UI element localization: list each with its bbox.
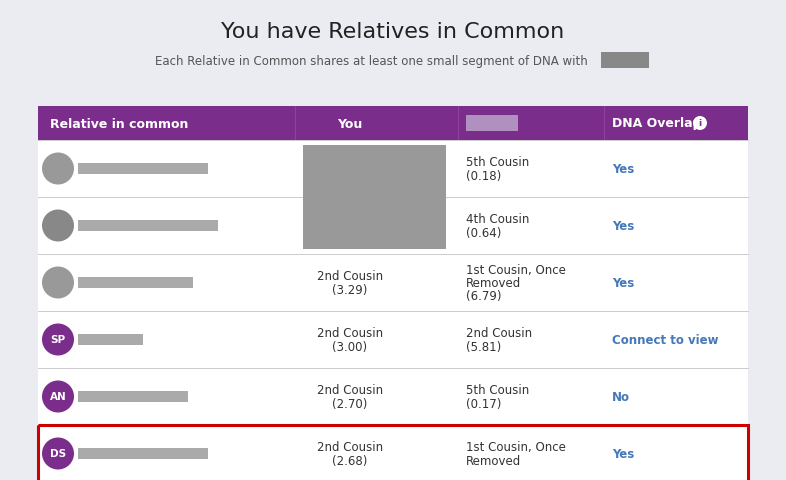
Circle shape bbox=[42, 210, 74, 242]
Text: Yes: Yes bbox=[612, 447, 634, 460]
FancyBboxPatch shape bbox=[38, 107, 748, 141]
Circle shape bbox=[693, 117, 707, 131]
Text: (0.17): (0.17) bbox=[466, 397, 501, 410]
Circle shape bbox=[42, 267, 74, 299]
Circle shape bbox=[42, 324, 74, 356]
FancyBboxPatch shape bbox=[38, 254, 748, 312]
Text: You have Relatives in Common: You have Relatives in Common bbox=[222, 22, 564, 42]
Text: 2nd Cousin: 2nd Cousin bbox=[317, 440, 383, 453]
FancyBboxPatch shape bbox=[78, 164, 208, 175]
Circle shape bbox=[42, 438, 74, 469]
Text: 2nd Cousin: 2nd Cousin bbox=[317, 383, 383, 396]
Text: 2nd Cousin: 2nd Cousin bbox=[317, 269, 383, 282]
Text: Each Relative in Common shares at least one small segment of DNA with: Each Relative in Common shares at least … bbox=[155, 55, 588, 68]
Text: (5.81): (5.81) bbox=[466, 340, 501, 353]
Text: (2.70): (2.70) bbox=[332, 397, 368, 410]
FancyBboxPatch shape bbox=[38, 198, 748, 254]
Text: (0.18): (0.18) bbox=[466, 169, 501, 182]
Text: No: No bbox=[612, 390, 630, 403]
FancyBboxPatch shape bbox=[466, 116, 518, 132]
Text: 4th Cousin: 4th Cousin bbox=[466, 213, 530, 226]
Text: DNA Overlap: DNA Overlap bbox=[612, 117, 701, 130]
FancyBboxPatch shape bbox=[78, 391, 188, 402]
Circle shape bbox=[42, 153, 74, 185]
Text: Yes: Yes bbox=[612, 163, 634, 176]
Text: (0.64): (0.64) bbox=[466, 227, 501, 240]
FancyBboxPatch shape bbox=[78, 334, 143, 345]
Text: You: You bbox=[337, 117, 362, 130]
Text: Yes: Yes bbox=[612, 219, 634, 232]
FancyBboxPatch shape bbox=[38, 425, 748, 480]
Text: Connect to view: Connect to view bbox=[612, 333, 718, 346]
FancyBboxPatch shape bbox=[78, 277, 193, 288]
Text: 5th Cousin: 5th Cousin bbox=[466, 383, 529, 396]
FancyBboxPatch shape bbox=[38, 141, 748, 198]
Text: Relative in common: Relative in common bbox=[50, 117, 189, 130]
Text: (2.68): (2.68) bbox=[332, 454, 368, 467]
Text: AN: AN bbox=[50, 392, 66, 402]
FancyBboxPatch shape bbox=[78, 448, 208, 459]
Text: (3.29): (3.29) bbox=[332, 283, 368, 296]
Text: 2nd Cousin: 2nd Cousin bbox=[466, 326, 532, 339]
FancyBboxPatch shape bbox=[303, 146, 446, 250]
Text: Removed: Removed bbox=[466, 454, 521, 467]
FancyBboxPatch shape bbox=[38, 368, 748, 425]
Text: Removed: Removed bbox=[466, 276, 521, 289]
Text: DS: DS bbox=[50, 449, 66, 458]
FancyBboxPatch shape bbox=[78, 220, 218, 231]
Bar bbox=[38, 425, 748, 480]
Text: Yes: Yes bbox=[612, 276, 634, 289]
Text: i: i bbox=[699, 119, 702, 128]
Text: SP: SP bbox=[50, 335, 65, 345]
Text: 1st Cousin, Once: 1st Cousin, Once bbox=[466, 440, 566, 453]
FancyBboxPatch shape bbox=[601, 53, 649, 69]
Circle shape bbox=[42, 381, 74, 413]
Text: 2nd Cousin: 2nd Cousin bbox=[317, 326, 383, 339]
FancyBboxPatch shape bbox=[38, 312, 748, 368]
Text: 1st Cousin, Once: 1st Cousin, Once bbox=[466, 264, 566, 276]
Text: (3.00): (3.00) bbox=[332, 340, 368, 353]
Text: (6.79): (6.79) bbox=[466, 289, 501, 302]
Text: 5th Cousin: 5th Cousin bbox=[466, 156, 529, 168]
